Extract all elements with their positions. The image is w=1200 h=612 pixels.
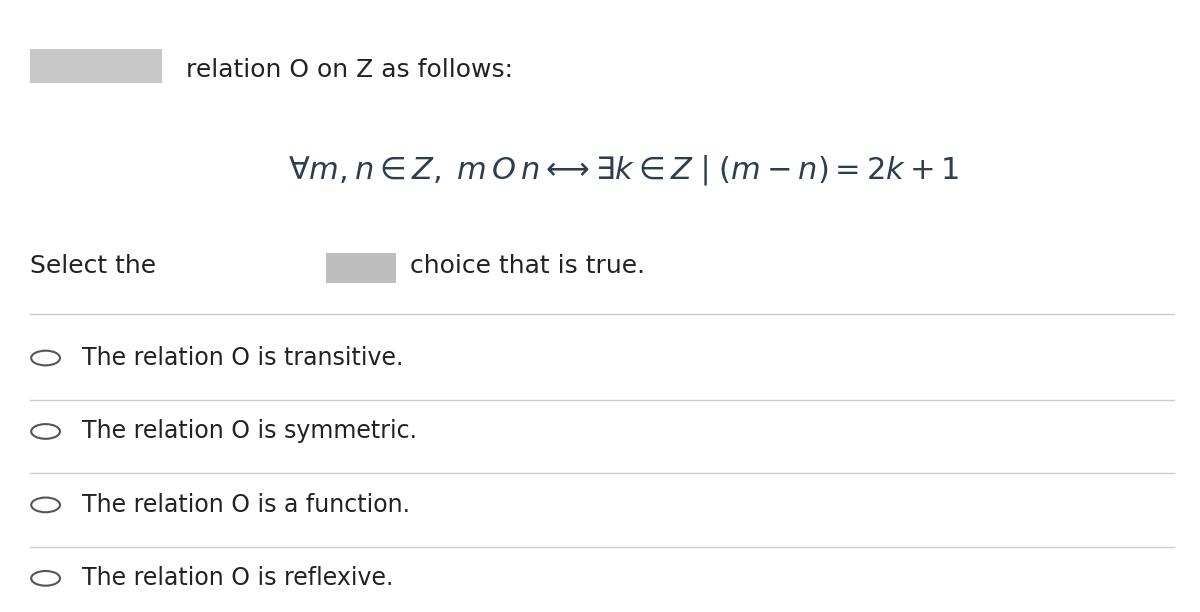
- Text: $\forall m, n \in Z, \; m \, O \, n \longleftrightarrow \exists k \in Z \mid (m : $\forall m, n \in Z, \; m \, O \, n \lon…: [288, 154, 960, 188]
- Text: The relation O is symmetric.: The relation O is symmetric.: [82, 419, 416, 444]
- Text: relation O on Z as follows:: relation O on Z as follows:: [186, 58, 514, 83]
- Text: Select the: Select the: [30, 254, 156, 278]
- FancyBboxPatch shape: [30, 49, 162, 83]
- FancyBboxPatch shape: [326, 253, 396, 283]
- Text: The relation O is a function.: The relation O is a function.: [82, 493, 409, 517]
- Text: choice that is true.: choice that is true.: [410, 254, 646, 278]
- Text: The relation O is transitive.: The relation O is transitive.: [82, 346, 403, 370]
- Text: The relation O is reflexive.: The relation O is reflexive.: [82, 566, 392, 591]
